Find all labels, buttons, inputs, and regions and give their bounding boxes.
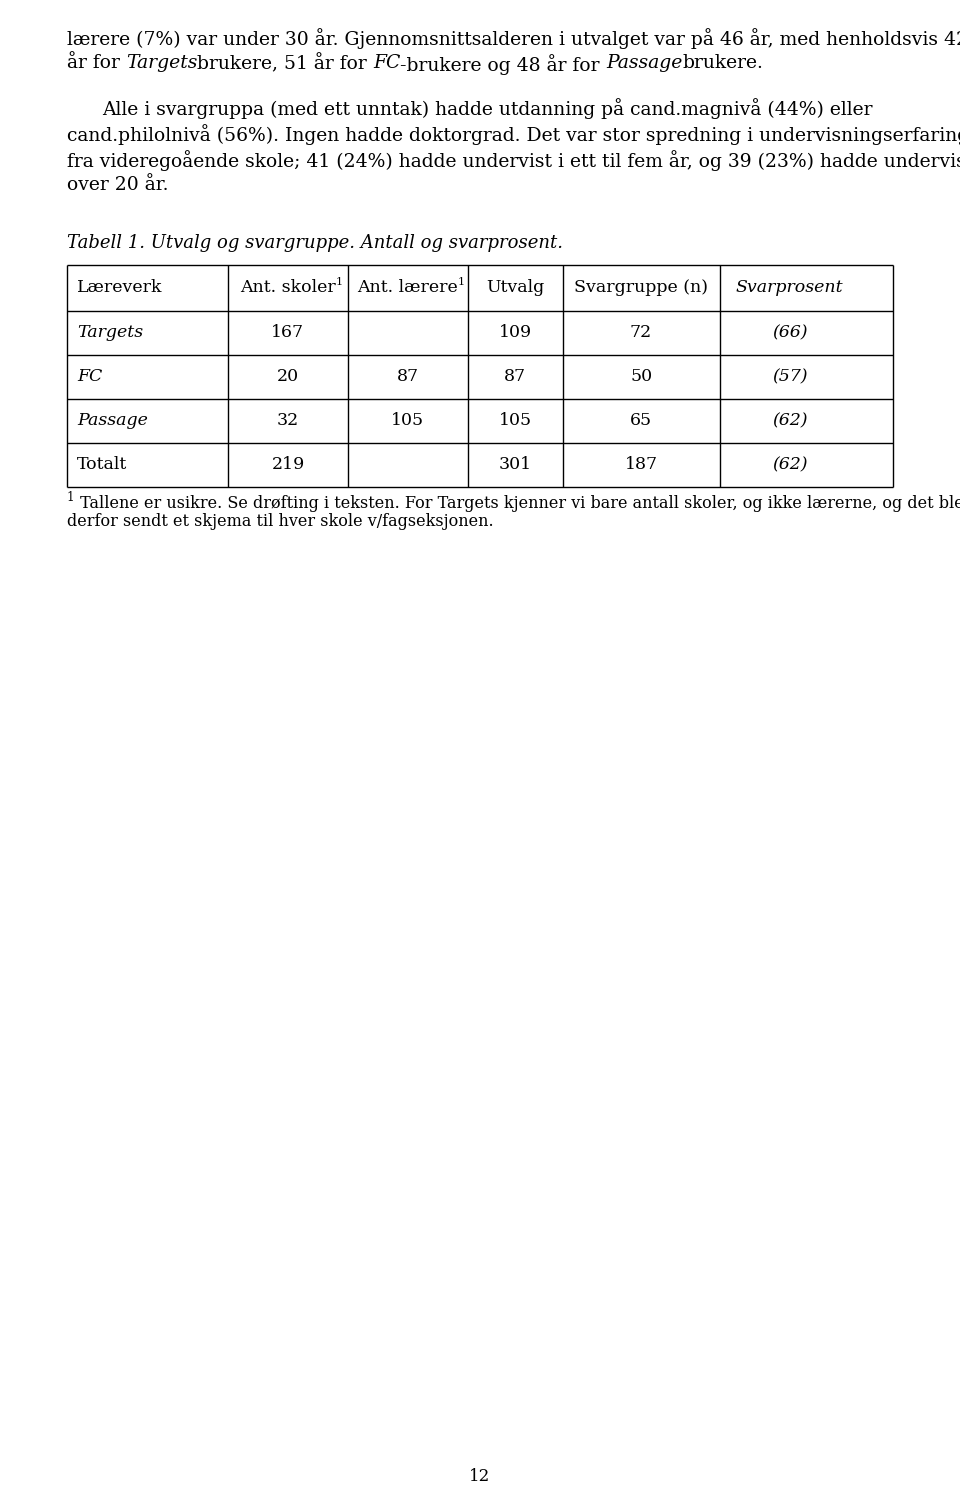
Text: 87: 87 [504,369,526,385]
Text: FC: FC [373,54,400,72]
Text: Tallene er usikre. Se drøfting i teksten. For Targets kjenner vi bare antall sko: Tallene er usikre. Se drøfting i teksten… [75,495,960,512]
Text: -brukere og 48 år for: -brukere og 48 år for [400,54,606,75]
Text: Svarprosent: Svarprosent [736,279,844,297]
Text: (66): (66) [772,324,807,342]
Text: (62): (62) [772,412,807,430]
Text: brukere.: brukere. [683,54,763,72]
Text: cand.philolnivå (56%). Ingen hadde doktorgrad. Det var stor spredning i undervis: cand.philolnivå (56%). Ingen hadde dokto… [67,124,960,145]
Text: 1: 1 [458,278,466,286]
Text: 1: 1 [67,491,75,504]
Text: Targets: Targets [77,324,143,342]
Text: brukere, 51 år for: brukere, 51 år for [197,54,373,73]
Text: 167: 167 [272,324,304,342]
Text: 105: 105 [391,412,424,430]
Text: Svargruppe (n): Svargruppe (n) [574,279,708,297]
Text: Læreverk: Læreverk [77,279,162,297]
Text: 20: 20 [276,369,299,385]
Text: 32: 32 [276,412,300,430]
Text: Tabell 1. Utvalg og svargruppe. Antall og svarprosent.: Tabell 1. Utvalg og svargruppe. Antall o… [67,234,563,252]
Text: 87: 87 [396,369,419,385]
Text: lærere (7%) var under 30 år. Gjennomsnittsalderen i utvalget var på 46 år, med h: lærere (7%) var under 30 år. Gjennomsnit… [67,28,960,49]
Text: Passage: Passage [606,54,683,72]
Text: Totalt: Totalt [77,457,128,473]
Text: 72: 72 [630,324,652,342]
Text: 301: 301 [498,457,532,473]
Text: Ant. skoler: Ant. skoler [240,279,336,297]
Text: (62): (62) [772,457,807,473]
Text: Utvalg: Utvalg [486,279,544,297]
Text: Targets: Targets [126,54,197,72]
Text: 187: 187 [625,457,658,473]
Text: 12: 12 [469,1468,491,1485]
Text: 109: 109 [498,324,532,342]
Text: 105: 105 [498,412,532,430]
Text: 50: 50 [630,369,652,385]
Text: (57): (57) [772,369,807,385]
Text: 219: 219 [272,457,304,473]
Text: år for: år for [67,54,126,72]
Text: Passage: Passage [77,412,148,430]
Text: fra videregoående skole; 41 (24%) hadde undervist i ett til fem år, og 39 (23%) : fra videregoående skole; 41 (24%) hadde … [67,151,960,172]
Text: 1: 1 [336,278,343,286]
Text: over 20 år.: over 20 år. [67,176,169,194]
Text: FC: FC [77,369,103,385]
Text: Alle i svargruppa (med ett unntak) hadde utdanning på cand.magnivå (44%) eller: Alle i svargruppa (med ett unntak) hadde… [102,98,873,119]
Text: Ant. lærere: Ant. lærere [357,279,458,297]
Text: derfor sendt et skjema til hver skole v/fagseksjonen.: derfor sendt et skjema til hver skole v/… [67,513,493,530]
Text: 65: 65 [630,412,652,430]
